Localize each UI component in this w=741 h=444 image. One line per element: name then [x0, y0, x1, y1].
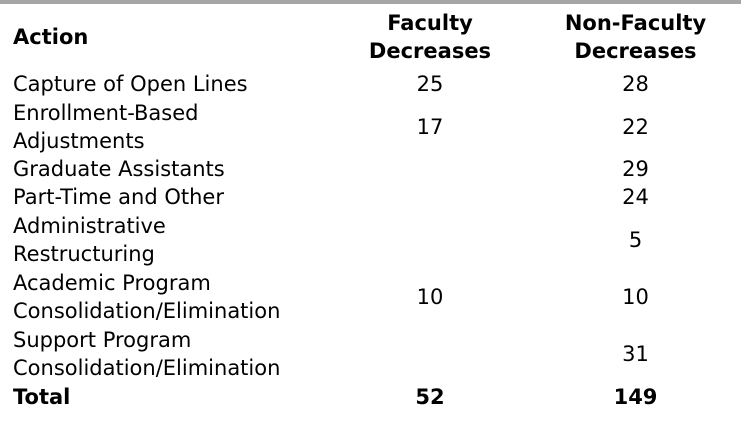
nonfaculty-cell: 31	[622, 341, 649, 366]
nonfaculty-cell: 22	[622, 114, 649, 139]
table-row: Capture of Open Lines 25 28	[0, 70, 741, 98]
column-header-faculty-decreases: Faculty Decreases	[368, 11, 492, 63]
nonfaculty-cell: 5	[628, 227, 643, 252]
faculty-cell	[330, 155, 530, 183]
action-cell: Enrollment-Based Adjustments	[13, 100, 199, 153]
nonfaculty-cell: 28	[622, 72, 649, 96]
action-cell: Academic Program Consolidation/Eliminati…	[13, 270, 281, 323]
faculty-cell: 25	[416, 72, 444, 96]
total-row: Total 52 149	[0, 382, 741, 411]
table-row: Enrollment-Based Adjustments 17 22	[0, 98, 741, 155]
action-cell: Administrative Restructuring	[13, 213, 166, 266]
table-row: Part-Time and Other 24	[0, 183, 741, 211]
header-row: Action Faculty Decreases Non-Faculty Dec…	[0, 4, 741, 70]
column-header-nonfaculty-decreases: Non-Faculty Decreases	[564, 11, 707, 63]
faculty-cell	[330, 325, 530, 382]
faculty-cell: 10	[416, 284, 444, 309]
action-cell: Part-Time and Other	[13, 185, 224, 209]
total-nonfaculty-cell: 149	[613, 384, 658, 409]
faculty-cell	[330, 183, 530, 211]
faculty-cell: 17	[416, 114, 444, 139]
decreases-table: Action Faculty Decreases Non-Faculty Dec…	[0, 4, 741, 411]
table-row: Support Program Consolidation/Eliminatio…	[0, 325, 741, 382]
total-faculty-cell: 52	[415, 384, 445, 409]
action-cell: Capture of Open Lines	[13, 72, 248, 96]
column-header-action: Action	[13, 25, 89, 49]
action-cell: Graduate Assistants	[13, 157, 225, 181]
nonfaculty-cell: 24	[622, 185, 649, 209]
table-row: Administrative Restructuring 5	[0, 211, 741, 268]
top-border-bar	[0, 0, 741, 4]
nonfaculty-cell: 29	[622, 157, 649, 181]
nonfaculty-cell: 10	[622, 284, 649, 309]
table-row: Graduate Assistants 29	[0, 155, 741, 183]
faculty-cell	[330, 211, 530, 268]
action-cell: Support Program Consolidation/Eliminatio…	[13, 327, 281, 380]
total-label-cell: Total	[13, 384, 71, 409]
table-row: Academic Program Consolidation/Eliminati…	[0, 268, 741, 325]
